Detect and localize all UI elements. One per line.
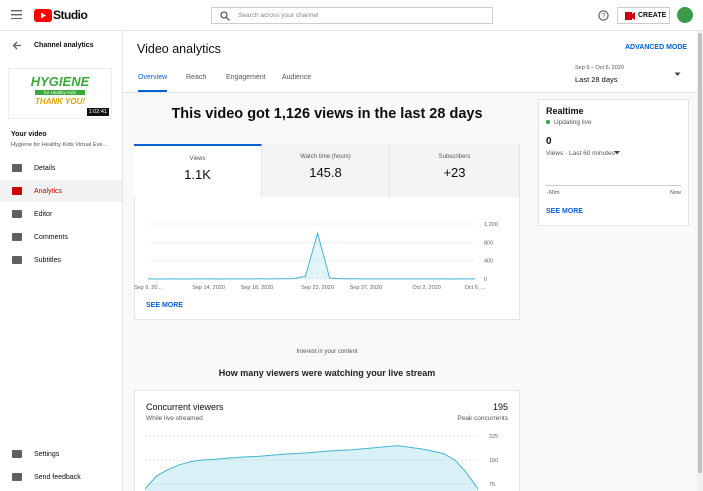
realtime-start: -60m [547, 190, 560, 196]
create-label: CREATE [638, 12, 667, 19]
headline: This video got 1,126 views in the last 2… [171, 106, 483, 122]
realtime-baseline [546, 185, 681, 186]
realtime-value: 0 [546, 136, 552, 147]
thumbnail-title: HYGIENE [30, 74, 90, 89]
metric-value: 1.1K [184, 167, 211, 182]
x-tick-label: Oct 2, 2020 [412, 285, 440, 291]
y-tick-label: 800 [484, 240, 493, 246]
sidebar-title: Channel analytics [34, 42, 94, 49]
help-icon[interactable]: ? [598, 10, 609, 21]
create-button[interactable]: CREATE [617, 7, 670, 24]
nav-item[interactable]: Subtitles [0, 249, 122, 271]
youtube-logo[interactable] [34, 9, 52, 22]
nav-label: Analytics [34, 187, 63, 195]
line [147, 231, 475, 280]
concurrent-chart: 75 150 225 [144, 434, 498, 491]
thumbnail-footer: THANK YOU! [34, 97, 86, 106]
thumbnail-subtitle: for Healthy Kids [35, 90, 85, 95]
date-range: Sep 9 – Oct 6, 2020 [575, 65, 624, 71]
x-tick-label: Sep 27, 2020 [350, 285, 383, 291]
metric-value: +23 [443, 165, 466, 180]
see-more[interactable]: SEE MORE [146, 302, 183, 309]
see-more[interactable]: SEE MORE [546, 208, 583, 215]
section-label: Interest in your content [296, 349, 358, 355]
tab[interactable]: Overview [138, 74, 168, 92]
metric-label: Subscribers [438, 154, 471, 160]
line [144, 445, 479, 490]
y-tick-label: 0 [484, 277, 487, 283]
dropdown-arrow[interactable] [614, 151, 620, 155]
peak-value: 195 [492, 402, 508, 412]
live-dot [546, 120, 550, 124]
x-tick-label: Oct 6, ... [465, 285, 486, 291]
metric-tile[interactable]: Subscribers +23 [390, 144, 520, 197]
camera-icon [625, 12, 635, 20]
nav-item[interactable]: Details [0, 157, 122, 179]
nav-item[interactable]: Editor [0, 203, 122, 225]
metric-label: Views [189, 156, 206, 162]
search-icon [220, 11, 230, 21]
search-box[interactable]: Search across your channel [211, 7, 493, 24]
nav-label: Send feedback [34, 473, 81, 481]
sidebar: Channel analytics HYGIENE for Healthy Ki… [0, 31, 123, 491]
y-tick-label: 400 [484, 259, 493, 265]
x-tick-label: Sep 23, 2020 [301, 285, 334, 291]
peak-label: Peak concurrents [457, 415, 508, 422]
nav-label: Comments [34, 233, 68, 241]
realtime-card [538, 99, 689, 226]
avatar[interactable] [677, 7, 693, 23]
nav-label: Settings [34, 450, 60, 458]
section-heading: How many viewers were watching your live… [218, 368, 436, 378]
period[interactable]: Last 28 days [575, 75, 618, 84]
tab[interactable]: Reach [186, 74, 207, 81]
x-tick-label: Sep 18, 2020 [241, 285, 274, 291]
realtime-status: Updating live [554, 119, 592, 126]
views-chart: 0 400 800 1,200 Sep 9, 20... Sep 14, 2020 Sep … [134, 222, 498, 291]
card-title: Concurrent viewers [146, 402, 224, 412]
area [145, 445, 478, 491]
video-title: Hygiene for Healthy Kids Virtual Eve... [11, 142, 108, 148]
nav-label: Details [34, 164, 56, 172]
nav-item[interactable]: Settings [0, 443, 122, 465]
y-tick-label: 1,200 [484, 222, 498, 228]
realtime-end: Now [669, 190, 681, 196]
realtime-title: Realtime [546, 106, 584, 116]
logo-text: Studio [53, 8, 88, 22]
nav-label: Subtitles [34, 256, 61, 264]
nav-label: Editor [34, 210, 53, 218]
tab[interactable]: Audience [282, 74, 312, 81]
nav-item[interactable]: Comments [0, 226, 122, 248]
svg-text:?: ? [602, 13, 606, 20]
metric-tile[interactable]: Watch time (hours) 145.8 [262, 144, 390, 197]
thumbnail[interactable]: HYGIENE for Healthy Kids THANK YOU! 1:02… [8, 68, 112, 119]
page-title: Video analytics [137, 42, 221, 56]
metric-value: 145.8 [309, 165, 342, 180]
y-tick-label: 150 [489, 458, 498, 464]
realtime-metric[interactable]: Views · Last 60 minutes [546, 150, 615, 157]
x-tick-label: Sep 14, 2020 [192, 285, 225, 291]
top-bar: Studio Search across your channel ? CREA… [0, 0, 703, 31]
your-video-label: Your video [11, 131, 47, 138]
search-placeholder: Search across your channel [238, 12, 319, 19]
menu-icon[interactable] [11, 10, 22, 19]
metric-label: Watch time (hours) [300, 154, 351, 160]
scrollbar [697, 31, 703, 491]
card-subtitle: While live streamed [146, 415, 203, 422]
y-tick-label: 75 [489, 482, 495, 488]
dropdown-arrow[interactable] [674, 72, 681, 77]
y-tick-label: 225 [489, 434, 498, 440]
concurrent-card [134, 390, 520, 491]
x-tick-label: Sep 9, 20... [134, 285, 163, 291]
advanced-mode[interactable]: ADVANCED MODE [625, 44, 688, 51]
duration: 1:02:41 [86, 108, 109, 116]
nav-item[interactable]: Analytics [0, 180, 122, 202]
tab[interactable]: Engagement [226, 74, 266, 81]
back-arrow[interactable] [12, 41, 22, 50]
nav-item[interactable]: Send feedback [0, 466, 122, 488]
metric-tile[interactable]: Views 1.1K [134, 144, 262, 197]
